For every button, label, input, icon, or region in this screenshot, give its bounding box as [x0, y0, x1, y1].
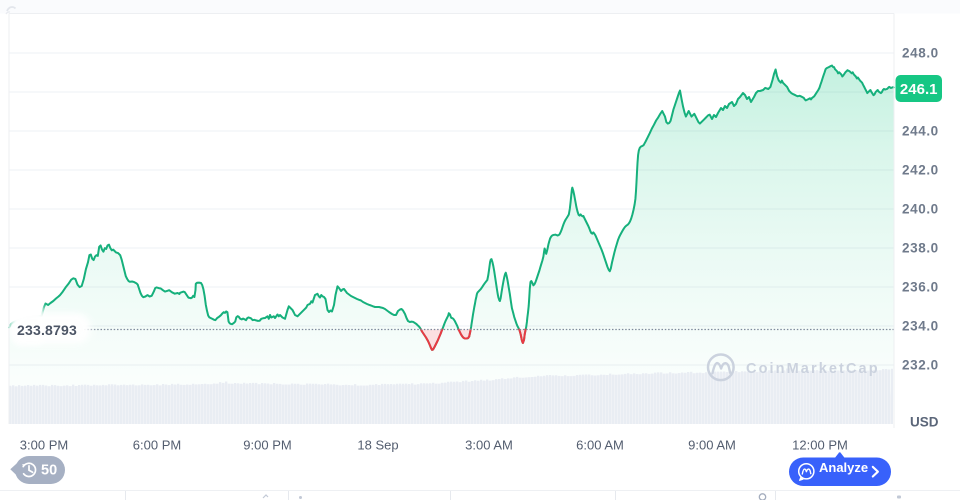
svg-text:233.8793: 233.8793: [17, 322, 77, 338]
svg-text:248.0: 248.0: [902, 46, 939, 61]
svg-text:246.1: 246.1: [900, 81, 938, 98]
svg-text:238.0: 238.0: [902, 241, 939, 256]
svg-text:244.0: 244.0: [902, 124, 939, 139]
svg-text:6:00 AM: 6:00 AM: [576, 438, 624, 453]
svg-text:12:00 PM: 12:00 PM: [792, 438, 848, 453]
svg-text:240.0: 240.0: [902, 202, 939, 217]
svg-text:236.0: 236.0: [902, 280, 939, 295]
svg-text:CoinMarketCap: CoinMarketCap: [746, 361, 880, 377]
svg-text:18 Sep: 18 Sep: [357, 438, 398, 453]
svg-text:50: 50: [41, 463, 57, 479]
svg-text:9:00 AM: 9:00 AM: [688, 438, 736, 453]
svg-text:234.0: 234.0: [902, 319, 939, 334]
svg-text:9:00 PM: 9:00 PM: [243, 438, 291, 453]
svg-text:USD: USD: [910, 415, 939, 430]
svg-text:232.0: 232.0: [902, 358, 939, 373]
svg-text:6:00 PM: 6:00 PM: [133, 438, 181, 453]
svg-text:242.0: 242.0: [902, 163, 939, 178]
svg-text:Analyze: Analyze: [819, 460, 868, 475]
svg-text:3:00 AM: 3:00 AM: [465, 438, 513, 453]
svg-text:3:00 PM: 3:00 PM: [20, 438, 68, 453]
